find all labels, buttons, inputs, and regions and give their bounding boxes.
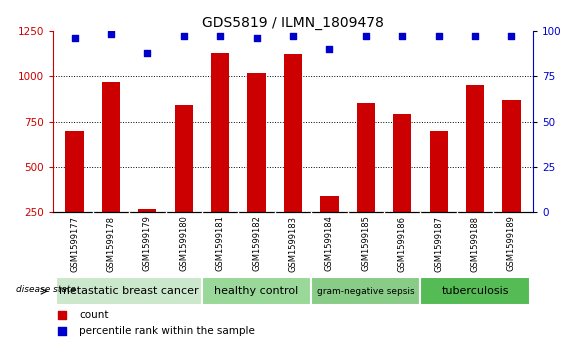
Point bbox=[106, 32, 115, 37]
Bar bbox=[284, 54, 302, 212]
Text: GSM1599186: GSM1599186 bbox=[398, 216, 407, 272]
Text: GSM1599177: GSM1599177 bbox=[70, 216, 79, 272]
Point bbox=[57, 328, 67, 334]
Text: GSM1599183: GSM1599183 bbox=[288, 216, 298, 272]
Text: GSM1599184: GSM1599184 bbox=[325, 216, 334, 272]
Bar bbox=[247, 73, 265, 212]
Point bbox=[143, 50, 152, 56]
Text: GSM1599178: GSM1599178 bbox=[107, 216, 115, 272]
Bar bbox=[102, 82, 120, 212]
Point bbox=[434, 33, 443, 39]
Bar bbox=[321, 196, 339, 212]
Point bbox=[179, 33, 189, 39]
Text: count: count bbox=[79, 310, 108, 320]
Bar bbox=[175, 105, 193, 212]
Text: disease state: disease state bbox=[16, 285, 76, 294]
Bar bbox=[311, 277, 420, 305]
Text: GSM1599179: GSM1599179 bbox=[143, 216, 152, 272]
Bar bbox=[502, 100, 520, 212]
Bar bbox=[138, 209, 156, 212]
Text: GSM1599181: GSM1599181 bbox=[216, 216, 224, 272]
Text: metastatic breast cancer: metastatic breast cancer bbox=[59, 286, 199, 296]
Point bbox=[288, 33, 298, 39]
Text: GSM1599188: GSM1599188 bbox=[471, 216, 479, 272]
Bar bbox=[56, 277, 202, 305]
Text: GSM1599182: GSM1599182 bbox=[252, 216, 261, 272]
Text: GSM1599180: GSM1599180 bbox=[179, 216, 188, 272]
Bar bbox=[202, 277, 311, 305]
Point bbox=[252, 35, 261, 41]
Point bbox=[361, 33, 370, 39]
Text: GSM1599187: GSM1599187 bbox=[434, 216, 443, 272]
Bar bbox=[420, 277, 530, 305]
Text: gram-negative sepsis: gram-negative sepsis bbox=[317, 287, 415, 296]
Point bbox=[57, 312, 67, 318]
Point bbox=[507, 33, 516, 39]
Text: GSM1599189: GSM1599189 bbox=[507, 216, 516, 272]
Point bbox=[70, 35, 79, 41]
Text: percentile rank within the sample: percentile rank within the sample bbox=[79, 326, 255, 336]
Bar bbox=[357, 103, 375, 212]
Bar bbox=[211, 53, 229, 212]
Bar bbox=[430, 131, 448, 212]
Text: healthy control: healthy control bbox=[214, 286, 299, 296]
Point bbox=[216, 33, 225, 39]
Point bbox=[471, 33, 480, 39]
Bar bbox=[393, 114, 411, 212]
Text: GSM1599185: GSM1599185 bbox=[362, 216, 370, 272]
Point bbox=[397, 33, 407, 39]
Point bbox=[325, 46, 334, 52]
Bar bbox=[466, 85, 484, 212]
Title: GDS5819 / ILMN_1809478: GDS5819 / ILMN_1809478 bbox=[202, 16, 384, 30]
Bar bbox=[66, 131, 84, 212]
Text: tuberculosis: tuberculosis bbox=[441, 286, 509, 296]
